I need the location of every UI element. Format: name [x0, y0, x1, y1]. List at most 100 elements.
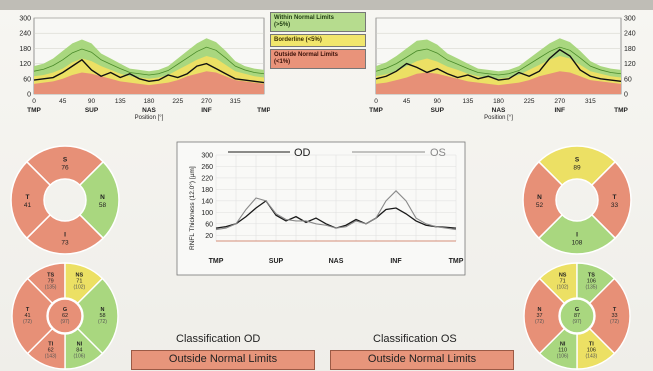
x-tick-label: 270 — [554, 98, 565, 105]
sector-n — [78, 160, 120, 240]
x-tick-label: 135 — [462, 98, 473, 105]
x-axis-label: Position [°] — [484, 115, 513, 121]
band-outside — [376, 71, 621, 94]
os-title: OS — [430, 147, 446, 159]
series-line-0 — [33, 58, 265, 84]
y-tick-label: 0 — [27, 92, 31, 99]
sector-value-n: 52 — [536, 202, 544, 209]
sector-ref-ti: (143) — [45, 354, 57, 360]
y-tick-label: 180 — [624, 46, 636, 53]
sector-value-ts: 106 — [587, 278, 596, 284]
sector-ref-ni: (106) — [557, 354, 569, 360]
sector-value-i: 73 — [61, 240, 69, 247]
x-tick-label: 90 — [88, 98, 96, 105]
classification-os-title: Classification OS — [373, 333, 457, 345]
sector-label-ti: TI — [48, 342, 53, 348]
sector-label-s: S — [575, 157, 580, 164]
sector-ref-ns: (102) — [557, 284, 569, 290]
sector-label-i: I — [576, 232, 578, 239]
sector-value-ti: 62 — [48, 348, 54, 354]
x-tick-label: 45 — [59, 98, 67, 105]
sector-ref-n: (72) — [98, 319, 107, 325]
y-tick-label: 240 — [19, 31, 31, 38]
sector-value-ns: 71 — [76, 278, 82, 284]
sector-label-ns: NS — [76, 272, 84, 278]
x-tick-label: 315 — [230, 98, 241, 105]
sector-label-t: T — [26, 307, 30, 313]
x-category-label: TMP — [257, 107, 270, 114]
sector-t — [10, 160, 52, 240]
series-line-os — [215, 190, 457, 231]
sector-label-ti: TI — [589, 342, 594, 348]
sector-value-g: 87 — [574, 313, 580, 319]
x-category-label: SUP — [85, 107, 99, 114]
classification-od-value: Outside Normal Limits — [131, 350, 315, 370]
classification-od-title: Classification OD — [176, 333, 261, 345]
x-category-label: INF — [390, 258, 402, 265]
sector-label-s: S — [63, 157, 68, 164]
y-tick-label: 100 — [201, 210, 213, 217]
comparison-frame — [176, 141, 466, 276]
sector-ref-ts: (135) — [586, 284, 598, 290]
sector-ref-t: (72) — [23, 319, 32, 325]
sector-ref-g: (97) — [61, 319, 70, 325]
sector-label-n: N — [101, 307, 105, 313]
y-tick-label: 140 — [201, 198, 213, 205]
y-tick-label: 300 — [19, 16, 31, 23]
sector-ref-ti: (143) — [586, 354, 598, 360]
sector-i — [537, 213, 617, 255]
x-category-label: SUP — [431, 107, 445, 114]
x-tick-label: 225 — [172, 98, 183, 105]
sector-ref-n: (72) — [535, 319, 544, 325]
x-tick-label: 135 — [115, 98, 126, 105]
sector-label-ni: NI — [560, 342, 566, 348]
sector-label-ni: NI — [77, 342, 83, 348]
x-tick-label: 45 — [403, 98, 411, 105]
sector-n — [76, 277, 119, 355]
sector-ref-g: (97) — [573, 319, 582, 325]
sector-label-t: T — [613, 307, 617, 313]
sector-s — [25, 145, 105, 187]
sector-value-t: 41 — [24, 202, 32, 209]
sector-ref-ns: (102) — [74, 284, 86, 290]
sector-label-g: G — [63, 307, 67, 313]
y-tick-label: 300 — [201, 153, 213, 160]
sector-value-ti: 106 — [587, 348, 596, 354]
sector-label-ts: TS — [588, 272, 595, 278]
legend-within-normal: Within Normal Limits (>5%) — [270, 12, 366, 32]
comparison-chart: 300 260 220 180 140 100 60 20 OD OS RNFL Thickness… — [176, 141, 466, 276]
x-tick-label: 0 — [374, 98, 378, 105]
sector-value-ts: 79 — [48, 278, 54, 284]
y-tick-label: 60 — [23, 76, 31, 83]
od-profile-chart: 300 240 180 120 60 00 45 90 135 180 225 270 315 TMP SU… — [19, 16, 270, 122]
y-tick-label: 240 — [624, 31, 636, 38]
sector-value-n: 58 — [99, 202, 107, 209]
band-outside — [34, 71, 264, 94]
x-category-label: INF — [555, 107, 566, 114]
sector-label-ns: NS — [559, 272, 567, 278]
x-tick-label: 90 — [434, 98, 442, 105]
x-category-label: NAS — [142, 107, 156, 114]
od-sector-chart-6: TS79(135)NS71(102)N58(72)NI84(106)TI62(1… — [11, 262, 119, 370]
x-tick-label: 315 — [585, 98, 596, 105]
y-tick-label: 220 — [201, 175, 213, 182]
x-category-label: TMP — [209, 258, 224, 265]
x-category-label: TMP — [449, 258, 464, 265]
x-category-label: TMP — [369, 107, 383, 114]
x-tick-label: 270 — [201, 98, 212, 105]
x-tick-label: 180 — [144, 98, 155, 105]
y-axis-label: RNFL Thickness (12.0°) [µm] — [188, 166, 196, 250]
legend-outside-normal: Outside Normal Limits (<1%) — [270, 49, 366, 69]
sector-t — [590, 160, 632, 240]
sector-value-ni: 110 — [558, 348, 567, 354]
x-category-label: NAS — [492, 107, 506, 114]
sector-label-ts: TS — [47, 272, 54, 278]
sector-value-t: 41 — [24, 313, 30, 319]
legend-borderline: Borderline (<5%) — [270, 34, 366, 47]
sector-n — [522, 160, 564, 240]
sector-value-t: 33 — [611, 202, 619, 209]
sector-value-ns: 71 — [560, 278, 566, 284]
sector-label-n: N — [538, 307, 542, 313]
x-tick-label: 225 — [524, 98, 535, 105]
